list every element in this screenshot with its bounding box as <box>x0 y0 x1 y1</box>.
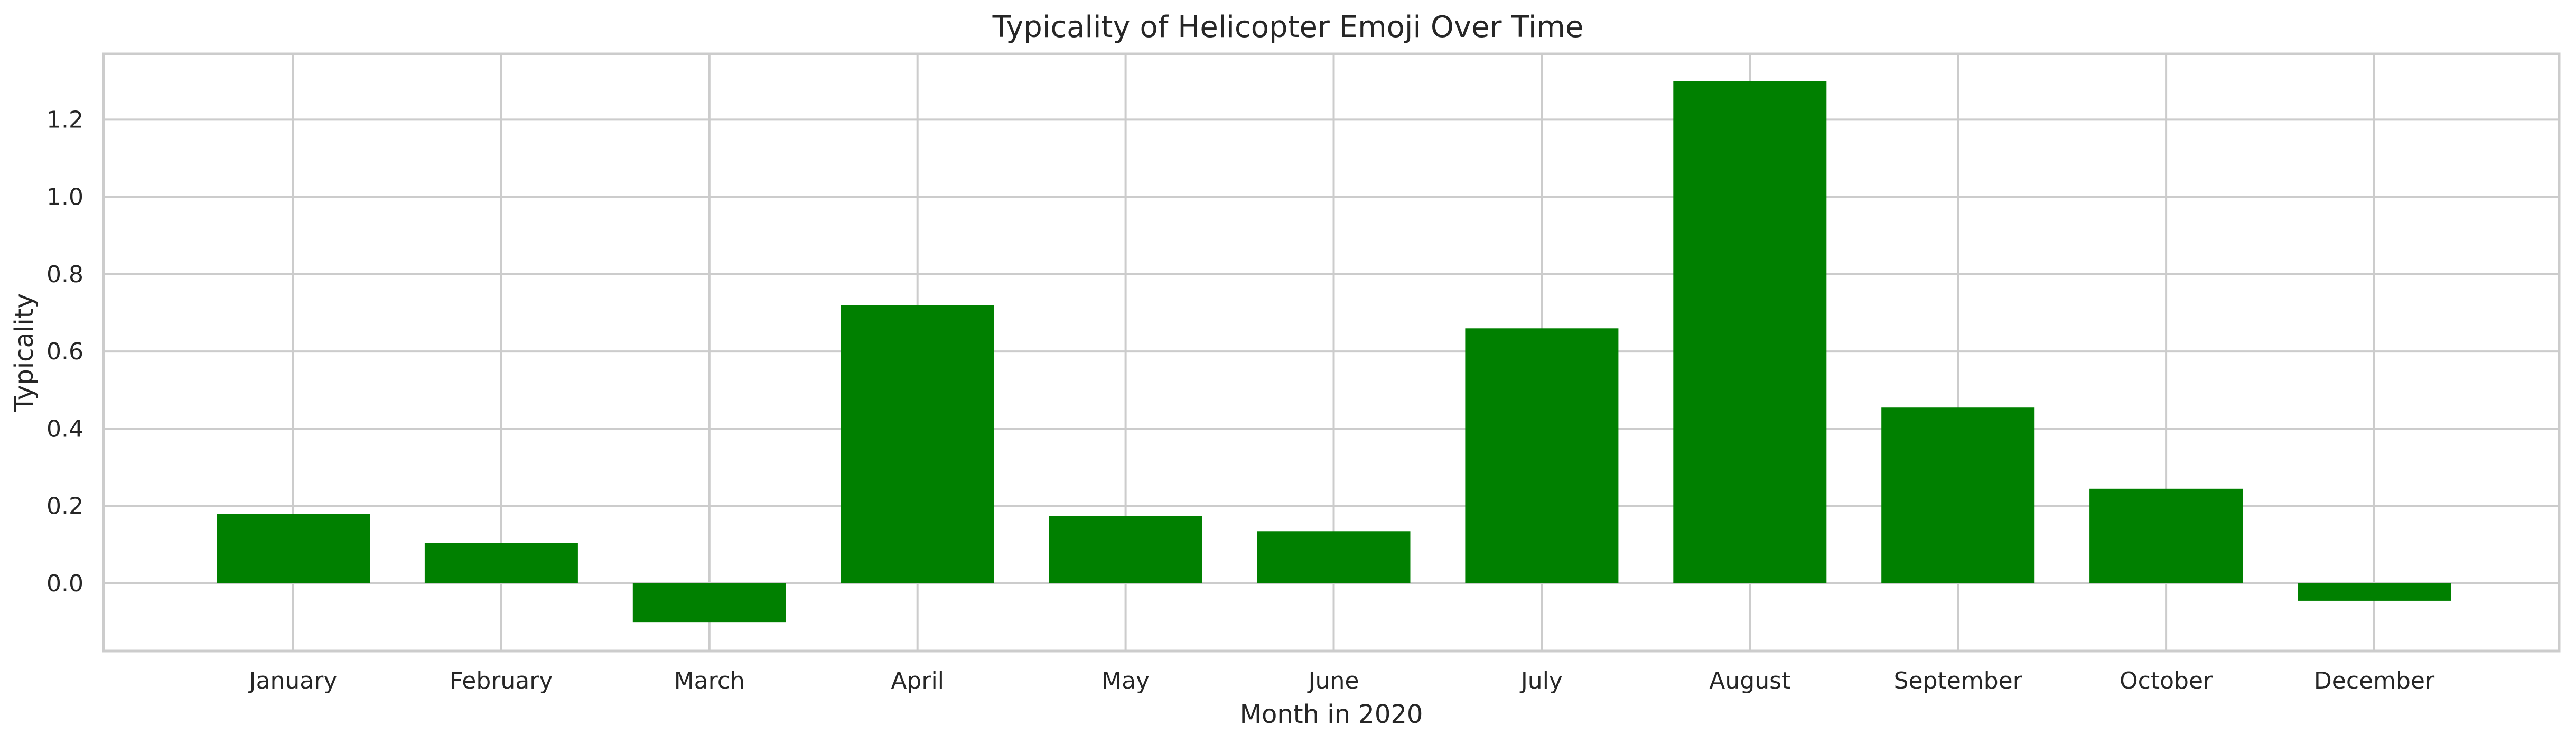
x-tick-label: May <box>1102 667 1150 694</box>
y-tick-label: 1.0 <box>46 184 83 211</box>
bar-layer <box>217 81 2451 623</box>
y-tick-label: 1.2 <box>46 106 83 133</box>
bar-december <box>2298 583 2451 601</box>
bar-may <box>1049 516 1202 584</box>
bar-june <box>1257 531 1411 584</box>
x-tick-labels: January February March April May June July Augu… <box>248 667 2435 694</box>
chart-title: Typicality of Helicopter Emoji Over Time <box>992 10 1584 44</box>
y-tick-label: 0.2 <box>46 493 83 520</box>
bar-september <box>1881 407 2035 584</box>
bar-july <box>1465 328 1619 584</box>
x-tick-label: July <box>1519 667 1563 694</box>
bar-october <box>2089 488 2243 584</box>
y-axis-label: Typicality <box>10 293 39 412</box>
x-tick-label: October <box>2120 667 2213 694</box>
plot-frame <box>102 52 2561 653</box>
x-tick-label: September <box>1894 667 2023 694</box>
y-tick-labels: 0.0 0.2 0.4 0.6 0.8 1.0 1.2 <box>46 106 83 597</box>
x-tick-label: March <box>674 667 745 694</box>
x-tick-label: December <box>2314 667 2435 694</box>
x-tick-label: April <box>891 667 944 694</box>
bar-march <box>632 583 786 623</box>
x-tick-label: February <box>450 667 553 694</box>
bar-january <box>217 514 370 584</box>
bar-february <box>424 543 578 584</box>
x-axis-label: Month in 2020 <box>1240 700 1423 729</box>
bar-august <box>1673 81 1827 584</box>
y-tick-label: 0.8 <box>46 261 83 288</box>
x-tick-label: January <box>248 667 338 694</box>
y-tick-label: 0.6 <box>46 338 83 365</box>
y-tick-label: 0.0 <box>46 570 83 597</box>
bar-april <box>841 305 994 584</box>
x-tick-label: June <box>1307 667 1359 694</box>
x-tick-label: August <box>1709 667 1790 694</box>
y-tick-label: 0.4 <box>46 415 83 442</box>
